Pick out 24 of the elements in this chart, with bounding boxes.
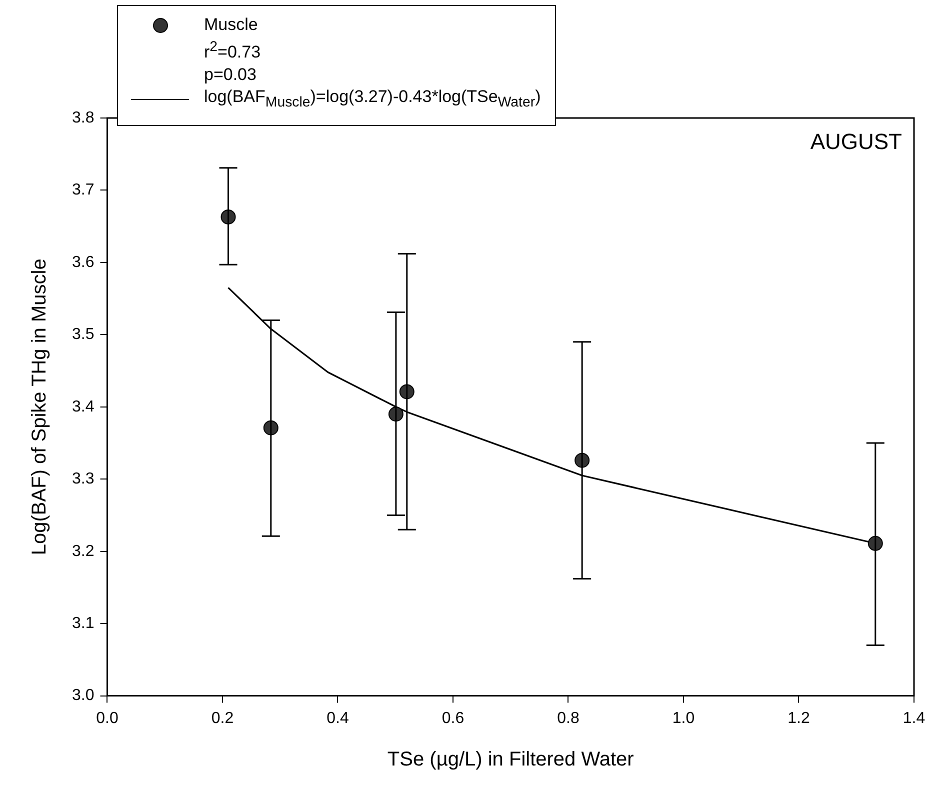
- x-tick-label: 0.2: [211, 710, 234, 727]
- y-tick-label: 3.0: [72, 687, 94, 704]
- y-tick-label: 3.7: [72, 182, 94, 199]
- x-tick-label: 0.8: [557, 710, 580, 727]
- x-tick-label: 1.0: [672, 710, 695, 727]
- y-tick-label: 3.1: [72, 614, 94, 632]
- x-axis-title: TSe (µg/L) in Filtered Water: [387, 748, 634, 771]
- y-tick-label: 3.2: [72, 542, 94, 560]
- x-tick-label: 0.0: [96, 710, 118, 727]
- x-tick-label: 0.4: [326, 710, 349, 727]
- text: r$^{2}$=0.73: [204, 38, 262, 64]
- legend-label: log(BAF$_{Muscle}$)=log(3.27)-0.43*log(TSe$_{Water}$): [204, 86, 541, 112]
- annotation: AUGUST: [810, 129, 902, 154]
- text: p=0.03: [204, 64, 258, 86]
- y-tick-label: 3.5: [72, 326, 94, 344]
- y-tick-label: 3.8: [72, 109, 94, 126]
- y-axis-title: Log(BAF) of Spike THg in Muscle: [28, 258, 51, 556]
- y-tick-label: 3.6: [72, 254, 94, 271]
- x-tick-label: 0.6: [442, 710, 464, 727]
- x-tick-label: 1.2: [788, 710, 810, 727]
- y-tick-label: 3.3: [72, 470, 94, 488]
- y-tick-label: 3.4: [72, 398, 94, 416]
- legend-label: Muscle: [204, 14, 258, 36]
- x-tick-label: 1.4: [902, 710, 926, 727]
